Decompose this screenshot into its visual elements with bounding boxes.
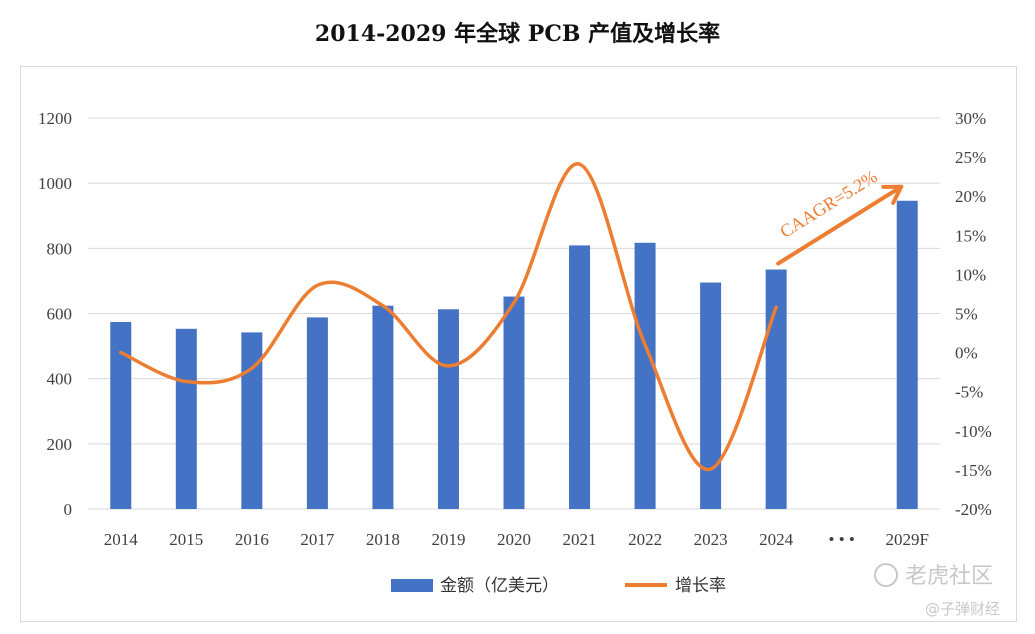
left-tick-label: 1200 [38, 109, 72, 128]
left-tick-label: 800 [47, 239, 73, 258]
right-axis: -20% -15% -10% -5% 0% 5% 10% 15% 20% 25% 30% [955, 109, 992, 519]
legend-swatch-bar [391, 579, 433, 592]
bar-2029F [896, 200, 918, 510]
right-tick-label: 30% [955, 109, 986, 128]
bar-2022 [634, 242, 656, 509]
tiger-logo-icon [874, 563, 898, 587]
x-tick-label: 2019 [431, 530, 465, 549]
left-tick-label: 400 [47, 370, 73, 389]
left-axis: 0 200 400 600 800 1000 1200 [38, 109, 72, 519]
x-tick-label: 2016 [235, 530, 269, 549]
right-tick-label: -15% [955, 461, 992, 480]
right-tick-label: 5% [955, 305, 978, 324]
legend-label-bar: 金额（亿美元） [440, 576, 559, 596]
bar-2023 [700, 282, 722, 509]
right-tick-label: -10% [955, 422, 992, 441]
cagr-arrow-shaft [776, 184, 904, 266]
bar-2020 [503, 296, 525, 509]
left-tick-label: 600 [47, 305, 73, 324]
left-tick-label: 1000 [38, 174, 72, 193]
x-tick-label: 2014 [104, 530, 139, 549]
x-axis: 2014 2015 2016 2017 2018 2019 2020 2021 2022 2023… [104, 530, 929, 549]
bar-2015 [175, 328, 197, 509]
chart-area [20, 66, 1017, 622]
x-tick-label: 2020 [497, 530, 531, 549]
watermark-brand: 老虎社区 [905, 564, 993, 589]
cagr-arrow-head [881, 184, 904, 205]
watermark-account: @子弹财经 [925, 600, 1000, 618]
right-tick-label: 10% [955, 265, 986, 284]
right-tick-label: -20% [955, 500, 992, 519]
bar-2021 [569, 245, 591, 510]
right-tick-label: 25% [955, 148, 986, 167]
x-tick-label: 2017 [300, 530, 335, 549]
left-tick-label: 200 [47, 435, 73, 454]
right-tick-label: -5% [955, 383, 983, 402]
bar-2017 [306, 317, 328, 509]
bar-2014 [110, 321, 132, 509]
left-tick-label: 0 [64, 500, 73, 519]
x-tick-label: 2021 [563, 530, 597, 549]
x-tick-label: 2029F [885, 530, 928, 549]
bar-2019 [437, 309, 459, 509]
right-tick-label: 20% [955, 187, 986, 206]
bar-2018 [372, 305, 394, 509]
bar-2016 [241, 332, 263, 509]
growth-line [119, 162, 778, 471]
cagr-annotation: CAAGR=5.2% [776, 166, 904, 266]
right-tick-label: 15% [955, 226, 986, 245]
chart-title: 2014-2029 年全球 PCB 产值及增长率 [314, 21, 721, 47]
legend: 金额（亿美元） 增长率 [391, 576, 726, 596]
x-tick-label: 2023 [694, 530, 728, 549]
x-tick-label: 2024 [759, 530, 794, 549]
bar-series [110, 200, 918, 510]
line-series [119, 162, 778, 471]
bar-2024 [765, 269, 787, 509]
x-tick-label: 2018 [366, 530, 400, 549]
legend-label-line: 增长率 [675, 576, 726, 596]
x-tick-label: • • • [829, 530, 855, 549]
right-tick-label: 0% [955, 344, 978, 363]
gridlines [88, 117, 940, 510]
x-tick-label: 2015 [169, 530, 203, 549]
x-tick-label: 2022 [628, 530, 662, 549]
watermark: 老虎社区 @子弹财经 [874, 563, 1000, 618]
